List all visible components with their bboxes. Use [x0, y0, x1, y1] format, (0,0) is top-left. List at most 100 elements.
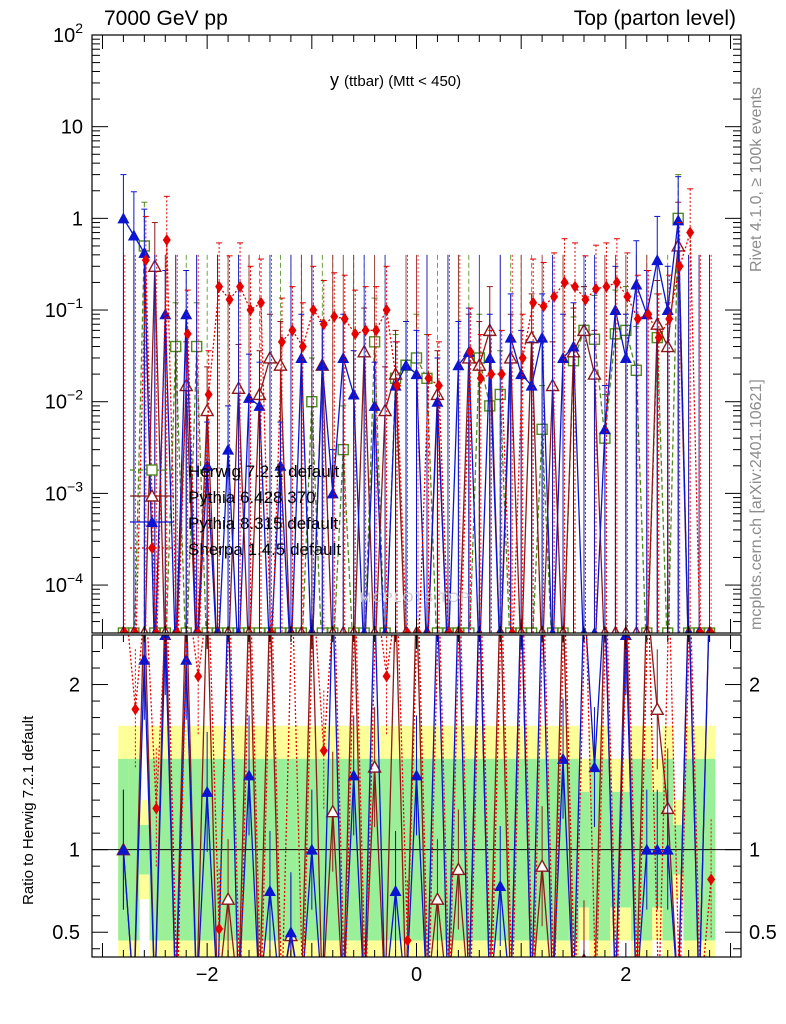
- data-point: [162, 234, 171, 247]
- plot-title-sub: (ttbar) (Mtt < 450): [344, 73, 462, 90]
- data-point: [180, 308, 193, 320]
- ratio-y-tick-label-right: 0.5: [749, 922, 777, 944]
- data-point: [619, 351, 632, 363]
- legend-label: Sherpa 1.4.5 default: [188, 540, 341, 559]
- ratio-point: [152, 802, 161, 815]
- y-tick-exponent: −1: [67, 295, 83, 311]
- y-tick-label: 10−3: [45, 478, 83, 505]
- data-point: [382, 304, 391, 317]
- data-point: [497, 368, 506, 381]
- y-tick-label: 10−4: [45, 570, 83, 597]
- ratio-point: [319, 744, 328, 757]
- mcplots-url-label: mcplots.cern.ch [arXiv:2401.10621]: [748, 379, 765, 630]
- legend-marker: [146, 516, 158, 527]
- ratio-axis-label: Ratio to Herwig 7.2.1 default: [20, 715, 37, 905]
- data-point: [536, 331, 549, 343]
- legend-label: Pythia 6.428 370: [188, 488, 316, 507]
- y-tick-exponent: −2: [67, 387, 83, 403]
- watermark: MCPLOTS TOP: [360, 589, 471, 605]
- ratio-point: [661, 843, 674, 855]
- ratio-point: [389, 884, 402, 896]
- y-tick-label: 10: [61, 117, 83, 139]
- data-point: [347, 388, 360, 400]
- data-point: [602, 280, 611, 293]
- data-point: [529, 296, 538, 309]
- data-point: [243, 391, 256, 403]
- ratio-point: [534, 858, 550, 872]
- ratio-point: [263, 884, 276, 896]
- data-point: [326, 487, 339, 499]
- data-point: [298, 340, 307, 353]
- data-point: [204, 388, 213, 401]
- ratio-point: [650, 701, 665, 716]
- data-point: [117, 212, 130, 224]
- ratio-point: [588, 761, 601, 773]
- ratio-point: [451, 862, 466, 876]
- data-point: [591, 282, 600, 295]
- rivet-version-label: Rivet 4.1.0, ≥ 100k events: [748, 87, 765, 272]
- y-tick-exponent: −3: [67, 478, 83, 494]
- data-point: [525, 379, 538, 391]
- ratio-series-sherpa: [127, 635, 716, 957]
- data-point: [236, 280, 245, 293]
- ratio-point: [347, 769, 360, 781]
- ratio-point: [640, 843, 653, 855]
- data-point: [651, 254, 664, 266]
- data-point: [201, 459, 214, 471]
- legend-marker: [148, 542, 156, 554]
- data-point: [630, 278, 643, 290]
- data-point-zero: [445, 627, 454, 633]
- data-point: [524, 330, 539, 344]
- header-collision-label: 7000 GeV pp: [104, 7, 228, 30]
- y-tick-exponent: 2: [75, 20, 83, 36]
- data-point: [686, 226, 695, 239]
- data-point: [273, 357, 288, 371]
- data-point: [654, 331, 663, 344]
- ratio-point: [215, 922, 224, 935]
- data-point: [633, 312, 642, 325]
- data-point: [309, 304, 318, 317]
- data-point-zero: [403, 627, 412, 633]
- ratio-y-tick-label: 2: [69, 675, 80, 697]
- data-point: [256, 296, 265, 309]
- data-point: [431, 395, 444, 407]
- data-point: [215, 280, 224, 293]
- ratio-point: [220, 891, 236, 905]
- series-line: [135, 232, 701, 633]
- data-point-zero: [508, 627, 517, 633]
- x-tick-label: 0: [411, 964, 422, 986]
- ratio-point: [494, 879, 507, 891]
- data-point: [368, 399, 381, 411]
- data-point-zero: [194, 627, 203, 633]
- data-point: [644, 308, 653, 321]
- legend: Herwig 7.2.1 default Pythia 6.428 370 Pyth…: [130, 462, 341, 559]
- legend-marker: [144, 488, 160, 502]
- data-point: [581, 293, 590, 306]
- y-tick-label: 102: [53, 20, 83, 47]
- data-point: [222, 443, 235, 455]
- plot-title: y (ttbar) (Mtt < 450): [330, 70, 461, 91]
- data-point: [361, 324, 370, 337]
- data-point: [557, 351, 570, 363]
- data-point: [277, 335, 286, 348]
- ratio-point: [117, 843, 130, 855]
- data-point: [400, 359, 413, 371]
- legend-label: Pythia 8.315 default: [188, 514, 339, 533]
- data-point: [661, 304, 674, 316]
- ratio-point: [201, 785, 214, 797]
- data-point: [340, 312, 349, 325]
- ratio-point: [410, 769, 423, 781]
- legend-label: Herwig 7.2.1 default: [188, 462, 339, 481]
- ratio-point: [138, 653, 151, 665]
- ratio-point: [284, 926, 297, 938]
- data-point: [476, 372, 485, 385]
- ratio-y-tick-label-right: 2: [749, 675, 760, 697]
- y-tick-label: 10−2: [45, 387, 83, 414]
- data-point: [612, 276, 621, 289]
- y-tick-label: 10−1: [45, 295, 83, 322]
- data-point: [295, 351, 308, 363]
- data-point-zero: [591, 627, 598, 633]
- ratio-panel-series: [92, 635, 741, 957]
